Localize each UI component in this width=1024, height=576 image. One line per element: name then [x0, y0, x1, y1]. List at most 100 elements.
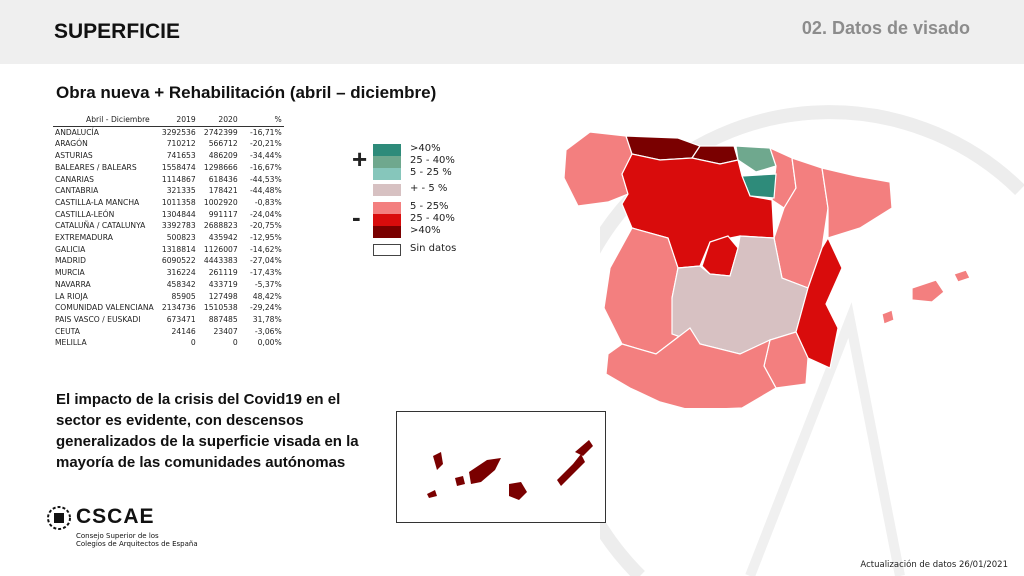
table-row: ANDALUCÍA 3292536 2742399 -16,71% [53, 126, 284, 138]
spain-map [563, 131, 971, 408]
legend-label: + - 5 % [410, 183, 448, 194]
legend-label: 25 - 40% [410, 155, 455, 166]
region-pais-vasco [735, 145, 777, 173]
logo-name: CSCAE [76, 505, 155, 528]
table-row: GALICIA 1318814 1126007 -14,62% [53, 244, 284, 256]
section-title: 02. Datos de visado [801, 18, 970, 38]
table-row: ASTURIAS 741653 486209 -34,44% [53, 150, 284, 162]
island-tenerife [469, 458, 501, 484]
table-row: CEUTA 24146 23407 -3,06% [53, 326, 284, 338]
value-2019-cell: 0 [190, 338, 196, 348]
value-2019-cell: 1318814 [161, 244, 196, 254]
table-row: MURCIA 316224 261119 -17,43% [53, 267, 284, 279]
value-2019-cell: 3392783 [161, 221, 196, 231]
value-2020-cell: 127498 [208, 291, 238, 301]
value-2020-cell: 486209 [208, 151, 238, 161]
region-cell: BALEARES / BALEARS [55, 162, 137, 172]
region-cell: COMUNIDAD VALENCIANA [55, 303, 154, 313]
table-header-2020: 2020 [197, 114, 240, 127]
island-el-hierro [427, 490, 437, 498]
legend-plus-sign: + [352, 144, 368, 174]
percent-cell: -24,04% [250, 209, 282, 219]
table-row: EXTREMADURA 500823 435942 -12,95% [53, 232, 284, 244]
legend-label: 25 - 40% [410, 213, 455, 224]
canary-islands-inset [396, 411, 606, 523]
value-2019-cell: 321335 [166, 186, 196, 196]
region-baleares [881, 269, 971, 325]
value-2019-cell: 458342 [166, 279, 196, 289]
percent-cell: -3,06% [254, 326, 282, 336]
page-title: SUPERFICIE [54, 20, 181, 43]
legend-swatch [373, 214, 401, 226]
table-row: BALEARES / BALEARS 1558474 1298666 -16,67% [53, 162, 284, 174]
value-2020-cell: 1126007 [203, 244, 238, 254]
percent-cell: -16,71% [250, 127, 282, 137]
header-bar: SUPERFICIE 02. Datos de visado [0, 0, 1024, 64]
value-2020-cell: 2688823 [203, 221, 238, 231]
legend-label: Sin datos [410, 243, 457, 254]
legend-minus-sign: - [352, 202, 361, 232]
region-galicia [563, 131, 633, 207]
legend-swatch [373, 202, 401, 214]
value-2020-cell: 887485 [208, 314, 238, 324]
region-cell: MELILLA [55, 338, 87, 348]
table-header-2019: 2019 [155, 114, 198, 127]
value-2020-cell: 991117 [208, 209, 238, 219]
value-2019-cell: 6090522 [161, 256, 196, 266]
value-2020-cell: 1510538 [203, 303, 238, 313]
percent-cell: -0,83% [254, 197, 282, 207]
region-cell: CEUTA [55, 326, 80, 336]
value-2019-cell: 710212 [166, 139, 196, 149]
table-row: MELILLA 0 0 0,00% [53, 337, 284, 349]
logo-subtitle-line2: Colegios de Arquitectos de España [76, 540, 198, 548]
legend-label: >40% [410, 143, 441, 154]
value-2020-cell: 566712 [208, 139, 238, 149]
chart-subtitle: Obra nueva + Rehabilitación (abril – dic… [56, 83, 437, 102]
table-row: ARAGÓN 710212 566712 -20,21% [53, 138, 284, 150]
value-2019-cell: 500823 [166, 233, 196, 243]
table-row: COMUNIDAD VALENCIANA 2134736 1510538 -29,24… [53, 302, 284, 314]
percent-cell: -17,43% [250, 268, 282, 278]
value-2019-cell: 1114867 [161, 174, 196, 184]
region-cell: GALICIA [55, 244, 86, 254]
value-2019-cell: 1011358 [161, 197, 196, 207]
value-2019-cell: 316224 [166, 268, 196, 278]
region-cell: CANTABRIA [55, 186, 99, 196]
table-header-percent: % [239, 114, 284, 127]
value-2019-cell: 2134736 [161, 303, 196, 313]
table-header-period: Abril - Diciembre [53, 114, 156, 127]
region-andalucia [605, 327, 777, 408]
value-2019-cell: 741653 [166, 151, 196, 161]
value-2020-cell: 435942 [208, 233, 238, 243]
percent-cell: -34,44% [250, 151, 282, 161]
value-2019-cell: 85905 [171, 291, 196, 301]
table-row: NAVARRA 458342 433719 -5,37% [53, 279, 284, 291]
region-cell: EXTREMADURA [55, 233, 113, 243]
legend-label: >40% [410, 225, 441, 236]
value-2020-cell: 178421 [208, 186, 238, 196]
table-body: ANDALUCÍA 3292536 2742399 -16,71% ARAGÓN 7102… [53, 126, 284, 349]
legend-swatch [373, 244, 401, 256]
value-2020-cell: 433719 [208, 279, 238, 289]
value-2019-cell: 24146 [171, 326, 196, 336]
table-row: CANTABRIA 321335 178421 -44,48% [53, 185, 284, 197]
value-2020-cell: 261119 [208, 268, 238, 278]
island-lanzarote [575, 440, 593, 456]
value-2020-cell: 4443383 [203, 256, 238, 266]
region-cell: ANDALUCÍA [55, 127, 99, 137]
table-row: CASTILLA-LA MANCHA 1011358 1002920 -0,83% [53, 197, 284, 209]
island-gran-canaria [509, 482, 527, 500]
table-row: MADRID 6090522 4443383 -27,04% [53, 255, 284, 267]
surface-data-table: Abril - Diciembre 2019 2020 % ANDALUCÍA 3… [53, 114, 284, 349]
value-2020-cell: 618436 [208, 174, 238, 184]
value-2020-cell: 1002920 [203, 197, 238, 207]
percent-cell: -14,62% [250, 244, 282, 254]
legend-swatch [373, 144, 401, 156]
table-row: CANARIAS 1114867 618436 -44,53% [53, 174, 284, 186]
percent-cell: -29,24% [250, 303, 282, 313]
logo-subtitle-line1: Consejo Superior de los [76, 532, 159, 540]
percent-cell: -20,21% [250, 139, 282, 149]
value-2019-cell: 1304844 [161, 209, 196, 219]
table-row: CATALUÑA / CATALUNYA 3392783 2688823 -20,75… [53, 220, 284, 232]
table-row: PAIS VASCO / EUSKADI 673471 887485 31,78% [53, 314, 284, 326]
